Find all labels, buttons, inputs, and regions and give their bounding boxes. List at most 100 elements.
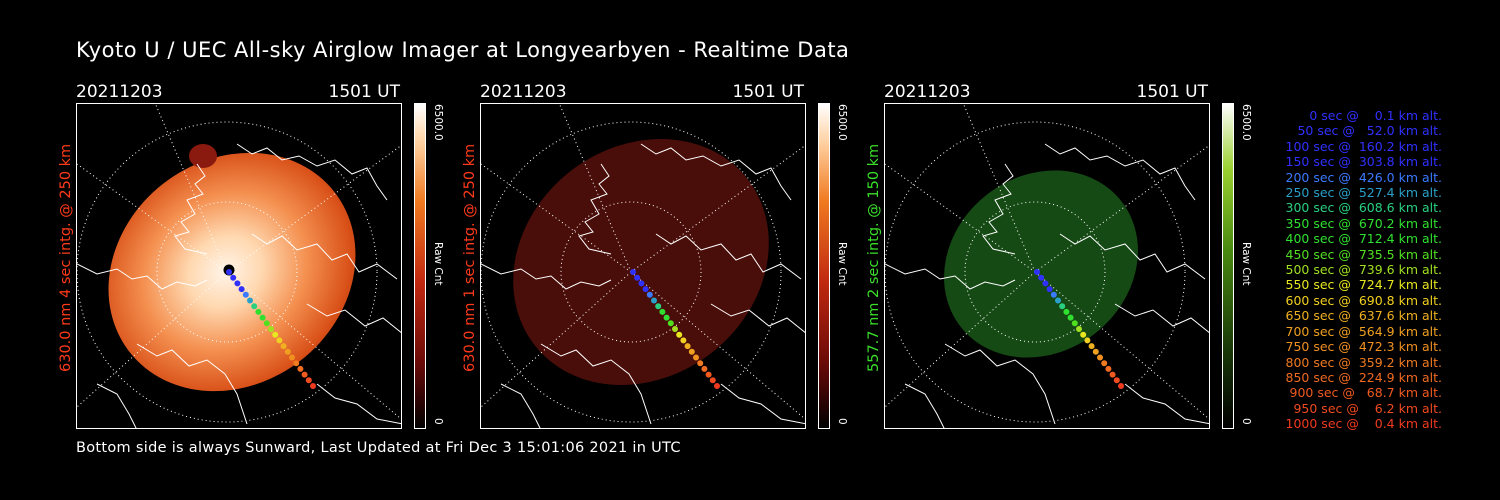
legend-row: 700 sec @ 564.9 km alt.	[1281, 323, 1443, 339]
trajectory-point	[284, 348, 291, 355]
trajectory-point	[293, 360, 300, 367]
trajectory-point	[301, 371, 308, 378]
trajectory-point	[709, 377, 716, 384]
panel-1-colorbar	[414, 103, 426, 429]
panel-2-date: 20211203	[480, 82, 567, 102]
legend-row: 400 sec @ 712.4 km alt.	[1281, 231, 1443, 247]
trajectory-point	[1055, 297, 1061, 304]
panel-3-allsky-image	[884, 103, 1210, 429]
panel-3-colorbar-max: 6500.0	[1240, 104, 1252, 141]
panel-2-wavelength-label: 630.0 nm 1 sec intg. @ 250 km	[462, 143, 478, 372]
trajectory-point	[634, 274, 641, 281]
panel-1-trajectory	[223, 264, 316, 389]
trajectory-point	[684, 343, 691, 350]
trajectory-point	[238, 286, 245, 293]
panel-1-date: 20211203	[76, 82, 163, 102]
trajectory-point	[1050, 291, 1057, 298]
trajectory-point	[1059, 303, 1066, 310]
panel-1-airglow-disc	[108, 144, 356, 392]
trajectory-point	[630, 269, 636, 275]
trajectory-point	[693, 354, 699, 361]
page-title: Kyoto U / UEC All-sky Airglow Imager at …	[76, 38, 850, 62]
trajectory-point	[1084, 337, 1091, 344]
trajectory-point	[1080, 331, 1087, 338]
panel-2-allsky-image	[480, 103, 806, 429]
legend-row: 250 sec @ 527.4 km alt.	[1281, 185, 1443, 201]
legend-row: 550 sec @ 724.7 km alt.	[1281, 277, 1443, 293]
panel-1-colorbar-max: 6500.0	[432, 104, 444, 141]
trajectory-point	[276, 337, 283, 344]
trajectory-point	[255, 308, 262, 315]
trajectory-point	[697, 360, 704, 367]
panel-2-colorbar-max: 6500.0	[836, 104, 848, 141]
trajectory-point	[688, 348, 695, 355]
trajectory-point	[1109, 371, 1116, 378]
trajectory-point	[646, 291, 653, 298]
trajectory-point	[1063, 308, 1070, 315]
legend-row: 900 sec @ 68.7 km alt.	[1285, 385, 1442, 401]
legend-row: 450 sec @ 735.5 km alt.	[1281, 246, 1443, 262]
panel-3-colorbar	[1222, 103, 1234, 429]
trajectory-point	[259, 314, 266, 321]
trajectory-point	[1067, 314, 1074, 321]
panel-3-colorbar-min: 0	[1240, 418, 1252, 425]
legend-row: 750 sec @ 472.3 km alt.	[1281, 339, 1443, 355]
trajectory-legend: 0 sec @ 0.1 km alt. 50 sec @ 52.0 km alt…	[1262, 108, 1443, 432]
trajectory-point	[663, 314, 670, 321]
panel-3-colorbar-unit: Raw Cnt	[1240, 242, 1252, 286]
legend-row: 100 sec @ 160.2 km alt.	[1281, 138, 1443, 154]
trajectory-point	[268, 326, 274, 332]
legend-row: 50 sec @ 52.0 km alt.	[1289, 123, 1442, 139]
trajectory-point	[667, 320, 674, 327]
legend-row: 800 sec @ 359.2 km alt.	[1281, 354, 1443, 370]
panel-3-date: 20211203	[884, 82, 971, 102]
panel-1-allsky-image	[76, 103, 402, 429]
trajectory-point	[1038, 274, 1045, 281]
legend-row: 0 sec @ 0.1 km alt.	[1297, 108, 1442, 123]
legend-row: 500 sec @ 739.6 km alt.	[1281, 262, 1443, 278]
legend-row: 1000 sec @ 0.4 km alt.	[1285, 416, 1442, 432]
trajectory-point	[705, 371, 712, 378]
legend-row: 150 sec @ 303.8 km alt.	[1281, 154, 1443, 170]
trajectory-point	[297, 365, 304, 372]
trajectory-point	[680, 337, 687, 344]
legend-row: 200 sec @ 426.0 km alt.	[1281, 169, 1443, 185]
trajectory-point	[1097, 354, 1103, 361]
trajectory-point	[1092, 348, 1099, 355]
trajectory-point	[676, 331, 683, 338]
trajectory-point	[280, 343, 287, 350]
trajectory-point	[234, 280, 241, 287]
update-footer: Bottom side is always Sunward, Last Upda…	[76, 440, 681, 456]
panel-1-wavelength-label: 630.0 nm 4 sec intg. @ 250 km	[58, 143, 74, 372]
trajectory-point	[305, 377, 312, 384]
trajectory-point	[672, 326, 678, 332]
trajectory-point	[638, 280, 645, 287]
trajectory-point	[1046, 286, 1053, 293]
legend-row: 350 sec @ 670.2 km alt.	[1281, 215, 1443, 231]
trajectory-point	[272, 331, 279, 338]
panel-2-colorbar	[818, 103, 830, 429]
panel-2-colorbar-min: 0	[836, 418, 848, 425]
trajectory-point	[247, 297, 253, 304]
trajectory-point	[659, 308, 666, 315]
trajectory-point	[251, 303, 258, 310]
trajectory-point	[1088, 343, 1095, 350]
legend-row: 600 sec @ 690.8 km alt.	[1281, 292, 1443, 308]
trajectory-point	[289, 354, 295, 361]
trajectory-point	[642, 286, 649, 293]
trajectory-point	[1105, 365, 1112, 372]
trajectory-point	[651, 297, 657, 304]
panel-3-time: 1501 UT	[1136, 82, 1209, 102]
panel-2-colorbar-unit: Raw Cnt	[836, 242, 848, 286]
trajectory-point	[310, 383, 316, 389]
trajectory-point	[1042, 280, 1049, 287]
panel-2-trajectory	[630, 269, 720, 389]
panel-3-wavelength-label: 557.7 nm 2 sec intg. @ 150 km	[866, 143, 882, 372]
trajectory-point	[1101, 360, 1108, 367]
panel-3-airglow-disc	[944, 170, 1138, 358]
panel-3-trajectory	[1034, 269, 1124, 389]
legend-row: 300 sec @ 608.6 km alt.	[1281, 200, 1443, 216]
trajectory-point	[1034, 269, 1040, 275]
trajectory-point	[1076, 326, 1082, 332]
trajectory-point	[1071, 320, 1078, 327]
